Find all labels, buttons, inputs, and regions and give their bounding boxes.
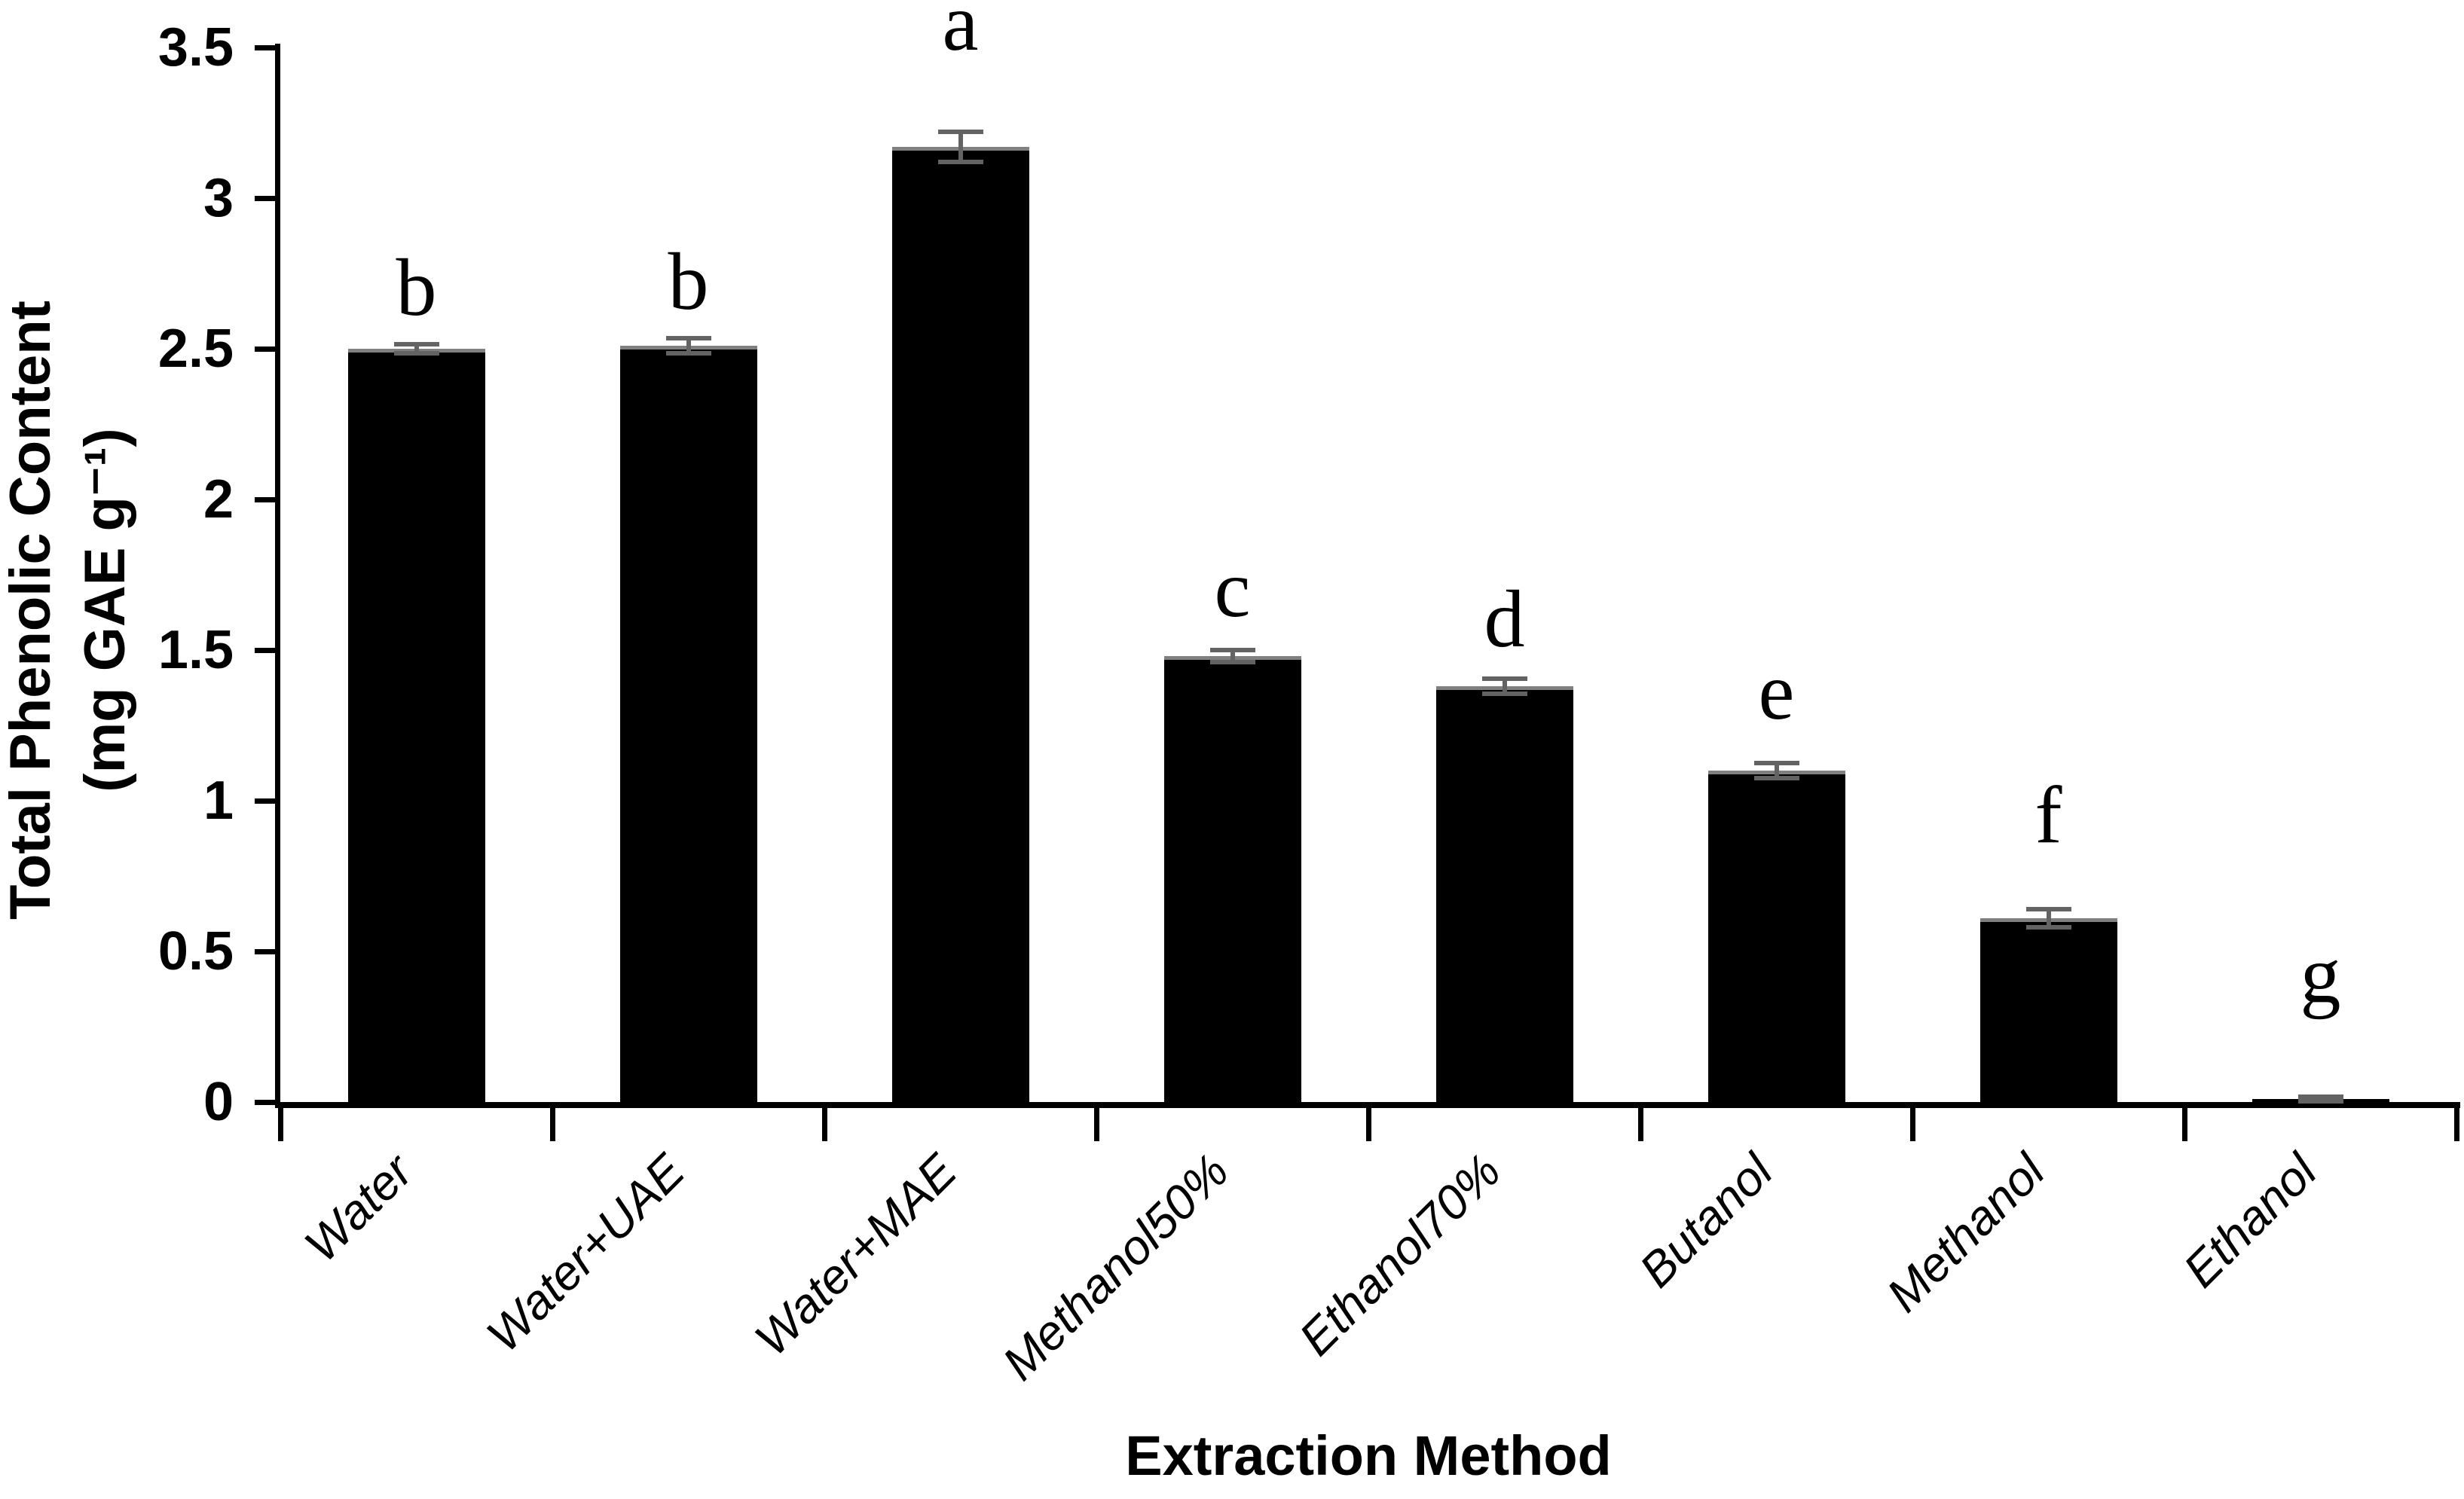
- y-tick-label: 0.5: [157, 921, 234, 982]
- error-bar-bottom-cap: [1753, 776, 1799, 780]
- x-tick: [2182, 1107, 2187, 1141]
- y-tick-label: 1.5: [157, 620, 234, 680]
- significance-letter: e: [1758, 647, 1795, 737]
- y-tick-label: 2: [203, 469, 234, 530]
- bar: [347, 349, 485, 1102]
- y-axis-title: Total Phenolic Content (mg GAE g⁻¹): [0, 196, 152, 1024]
- error-bar: [2046, 909, 2051, 927]
- significance-letter: a: [942, 0, 979, 68]
- y-tick-label: 0: [203, 1072, 234, 1132]
- x-tick: [2454, 1107, 2459, 1141]
- y-tick-label: 1: [203, 771, 234, 831]
- error-bar-top-cap: [937, 130, 983, 134]
- significance-letter: b: [396, 243, 437, 333]
- y-axis-title-line1: Total Phenolic Content: [0, 301, 63, 920]
- bar: [1163, 656, 1301, 1102]
- error-bar-bottom-cap: [1481, 691, 1527, 696]
- error-bar-top-cap: [393, 342, 439, 347]
- error-bar-top-cap: [1753, 761, 1799, 765]
- y-tick: [255, 648, 280, 653]
- x-tick: [1366, 1107, 1371, 1141]
- y-axis-title-line2: (mg GAE g⁻¹): [72, 428, 137, 792]
- bar: [891, 147, 1029, 1102]
- error-bar: [686, 338, 691, 353]
- y-tick: [255, 798, 280, 804]
- y-axis-line: [275, 44, 280, 1108]
- error-bar: [1230, 650, 1235, 662]
- y-tick: [255, 1100, 280, 1105]
- error-bar-bottom-cap: [665, 351, 711, 356]
- significance-letter: g: [2300, 930, 2341, 1020]
- y-tick: [255, 497, 280, 502]
- error-bar: [1502, 679, 1507, 694]
- significance-letter: c: [1214, 545, 1251, 634]
- bar: [1707, 771, 1845, 1102]
- y-tick-label: 2.5: [157, 319, 234, 379]
- bar: [619, 346, 757, 1102]
- error-bar-top-cap: [1209, 648, 1255, 652]
- error-bar: [1774, 763, 1779, 778]
- error-bar: [414, 344, 419, 353]
- y-tick-label: 3.5: [157, 17, 234, 78]
- error-bar-top-cap: [2297, 1094, 2343, 1099]
- error-bar-bottom-cap: [2297, 1099, 2343, 1104]
- y-tick: [255, 196, 280, 201]
- y-tick: [255, 347, 280, 352]
- error-bar-bottom-cap: [1209, 660, 1255, 664]
- x-tick: [1910, 1107, 1915, 1141]
- error-bar-bottom-cap: [937, 160, 983, 164]
- bar: [1979, 918, 2117, 1102]
- y-tick: [255, 949, 280, 954]
- x-axis-title: Extraction Method: [1125, 1424, 1612, 1487]
- error-bar-top-cap: [2025, 907, 2071, 911]
- y-tick: [255, 45, 280, 50]
- significance-letter: b: [668, 237, 709, 327]
- x-tick: [1094, 1107, 1099, 1141]
- significance-letter: f: [2034, 771, 2062, 860]
- error-bar-bottom-cap: [2025, 925, 2071, 930]
- error-bar-bottom-cap: [393, 351, 439, 356]
- y-tick-label: 3: [203, 168, 234, 228]
- x-tick: [822, 1107, 827, 1141]
- error-bar: [958, 132, 963, 162]
- x-axis-line: [275, 1102, 2460, 1108]
- x-tick: [278, 1107, 283, 1141]
- bar: [1435, 686, 1573, 1102]
- x-tick: [550, 1107, 555, 1141]
- error-bar-top-cap: [665, 336, 711, 340]
- x-tick: [1638, 1107, 1643, 1141]
- error-bar-top-cap: [1481, 676, 1527, 681]
- significance-letter: d: [1484, 575, 1525, 664]
- error-bar: [2318, 1096, 2323, 1102]
